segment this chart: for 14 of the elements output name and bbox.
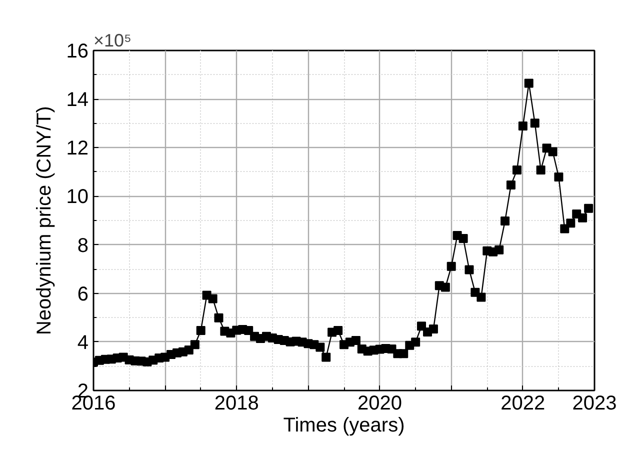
x-axis-title: Times (years) bbox=[283, 414, 405, 436]
x-tick-label: 2022 bbox=[500, 392, 546, 414]
x-tick-label: 2018 bbox=[214, 392, 259, 414]
y-tick-label: 6 bbox=[77, 283, 88, 306]
x-tick-label: 2023 bbox=[572, 392, 617, 414]
text: ×10⁵ bbox=[94, 30, 132, 50]
y-tick-label: 10 bbox=[66, 186, 89, 208]
y-tick-label: 12 bbox=[66, 138, 89, 160]
y-axis-title: Neodynium price (CNY/T) bbox=[33, 106, 56, 335]
y-tick-label: 16 bbox=[66, 40, 89, 62]
y-tick-label: 14 bbox=[66, 89, 89, 112]
y-tick-label: 8 bbox=[77, 234, 88, 257]
x-tick-label: 2020 bbox=[358, 392, 402, 414]
y-tick-label: 4 bbox=[77, 332, 88, 354]
